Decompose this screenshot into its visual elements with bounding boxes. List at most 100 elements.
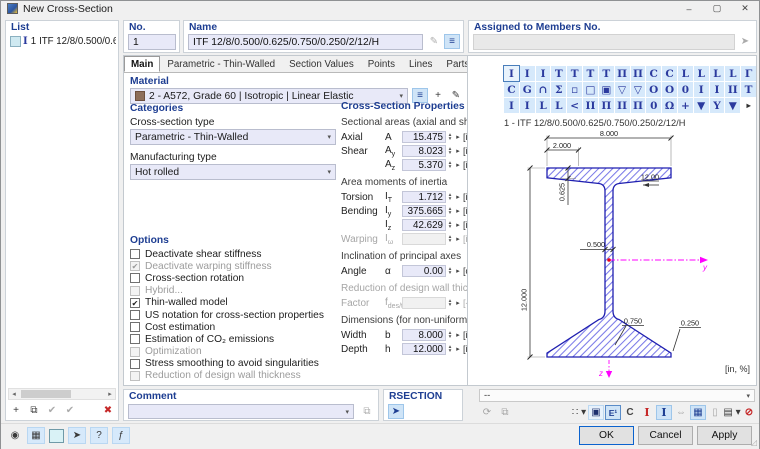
spin-buttons[interactable]: ▴ ▾ [446,234,454,244]
pick-default-icon[interactable]: ➤ [68,427,86,444]
section-shape-icon-0-10[interactable]: C [662,66,677,81]
tab-lines[interactable]: Lines [409,59,433,70]
section-shape-icon-2-11[interactable]: + [677,98,693,113]
spin-up-icon[interactable]: ▴ [448,219,452,226]
manufacturing-type-combo[interactable]: Hot rolled ▾ [130,164,336,180]
rsection-launch-icon[interactable]: ➤ [388,404,404,419]
spin-down-icon[interactable]: ▾ [448,348,452,354]
detail-button[interactable]: ▸ [456,268,460,275]
spin-up-icon[interactable]: ▴ [448,343,452,350]
display-settings-icon[interactable]: ◉ [10,430,20,441]
cross-section-type-combo[interactable]: Parametric - Thin-Walled ▾ [130,129,336,145]
spin-up-icon[interactable]: ▴ [448,205,452,212]
help-icon[interactable]: ? [90,427,108,444]
detail-button[interactable]: ▸ [456,300,460,307]
cancel-button[interactable]: Cancel [638,426,693,445]
color-swatch[interactable] [49,428,64,443]
section-shape-icon-2-3[interactable]: L [551,98,567,113]
new-material-icon[interactable]: + [435,90,441,101]
select-check-icon[interactable]: ✔ [47,404,57,416]
spin-down-icon[interactable]: ▾ [448,210,452,216]
section-shape-icon-2-6[interactable]: Π [598,98,614,113]
property-value-axial-a[interactable]: 15.475 [402,131,446,143]
section-shape-icon-2-8[interactable]: Π [630,98,646,113]
chevron-down-icon[interactable]: ▾ [327,134,331,141]
detail-button[interactable]: ▸ [456,162,460,169]
section-shape-icon-0-7[interactable]: Π [614,66,630,81]
checkbox-cost-estimation[interactable] [130,322,140,333]
section-shape-icon-1-1[interactable]: G [519,82,535,97]
section-shape-icon-1-7[interactable]: ▽ [614,82,630,97]
section-view-blue-icon[interactable]: I [656,405,672,420]
property-value-width-b[interactable]: 8.000 [402,329,446,341]
property-value-factor-fdes-t[interactable] [402,297,446,309]
rename-icon[interactable]: ✎ [429,36,439,47]
checkbox-estimation-of-co-emissions[interactable] [130,334,140,345]
copy-comment-icon[interactable]: ⧉ [363,406,371,417]
apply-button[interactable]: Apply [697,426,752,445]
spin-buttons[interactable]: ▴ ▾ [446,219,454,230]
property-value-bending-iy[interactable]: 375.665 [402,205,446,217]
section-shape-icon-1-0[interactable]: C [504,82,519,97]
scroll-track[interactable] [19,389,105,399]
section-shape-icon-0-5[interactable]: T [583,66,598,81]
spin-buttons[interactable]: ▴ ▾ [446,329,454,340]
spin-buttons[interactable]: ▴ ▾ [446,343,454,354]
ok-button[interactable]: OK [579,426,634,445]
section-shape-icon-2-5[interactable]: II [583,98,598,113]
spin-down-icon[interactable]: ▾ [448,196,452,202]
print-icon[interactable]: ▤ ▾ [723,407,741,418]
spin-buttons[interactable]: ▴ ▾ [446,191,454,202]
checkbox-deactivate-warping-stiffness[interactable]: ✔ [130,261,140,272]
zoom-reset-icon[interactable]: ⊘ [744,407,754,418]
section-shape-icon-1-14[interactable]: II [725,82,741,97]
pick-members-icon[interactable]: ➤ [740,36,750,47]
delete-cross-section-icon[interactable]: ✖ [103,404,113,416]
spin-buttons[interactable]: ▴ ▾ [446,265,454,276]
grid-scroll-right-icon[interactable]: ▸ [746,101,751,110]
option-optimization[interactable]: Optimization [130,346,360,358]
option-estimation-of-co-emissions[interactable]: Estimation of CO₂ emissions [130,333,360,345]
section-shape-icon-0-14[interactable]: L [725,66,741,81]
section-shape-icon-0-4[interactable]: T [567,66,583,81]
section-shape-icon-1-11[interactable]: 0 [677,82,693,97]
material-combo[interactable]: 2 - A572, Grade 60 | Isotropic | Linear … [130,88,408,104]
spin-down-icon[interactable]: ▾ [448,302,452,308]
spin-buttons[interactable]: ▴ ▾ [446,146,454,156]
property-value-warping-i[interactable] [402,233,446,245]
option-stress-smoothing-to-avoid-singularities[interactable]: Stress smoothing to avoid singularities [130,358,360,370]
section-shape-icon-2-0[interactable]: I [504,98,519,113]
close-button[interactable]: ✕ [741,3,749,13]
chevron-down-icon[interactable]: ▾ [327,169,331,176]
chevron-down-icon[interactable]: ▾ [399,93,403,100]
tab-main[interactable]: Main [124,56,161,72]
detail-button[interactable]: ▸ [456,208,460,215]
section-shape-icon-0-9[interactable]: C [646,66,662,81]
section-shape-icon-1-9[interactable]: O [646,82,662,97]
assigned-field[interactable] [473,34,735,50]
maximize-button[interactable]: ▢ [712,3,722,13]
checkbox-thin-walled-model[interactable]: ✔ [130,297,140,308]
property-value-az[interactable]: 5.370 [402,159,446,171]
spin-up-icon[interactable]: ▴ [448,329,452,336]
section-shape-icon-2-13[interactable]: Y [709,98,725,113]
spin-buttons[interactable]: ▴ ▾ [446,298,454,308]
spin-up-icon[interactable]: ▴ [448,131,452,138]
section-shape-icon-0-13[interactable]: L [709,66,725,81]
spin-up-icon[interactable]: ▴ [448,191,452,198]
checkbox-reduction-of-design-wall-thickness[interactable] [130,370,140,381]
recalculate-icon[interactable]: ⟳ [482,407,492,418]
section-shape-icon-2-4[interactable]: < [567,98,583,113]
detail-button[interactable]: ▸ [456,134,460,141]
spin-up-icon[interactable]: ▴ [448,265,452,272]
tab-parts[interactable]: Parts [446,59,470,70]
tab-section-values[interactable]: Section Values [289,59,354,70]
section-shape-icon-0-12[interactable]: L [693,66,709,81]
preview-selector[interactable]: -- ▾ [479,389,755,402]
section-shape-icon-1-3[interactable]: Σ [551,82,567,97]
property-value-depth-h[interactable]: 12.000 [402,343,446,355]
spin-down-icon[interactable]: ▾ [448,238,452,244]
edit-material-icon[interactable]: ✎ [451,90,461,101]
detail-button[interactable]: ▸ [456,346,460,353]
